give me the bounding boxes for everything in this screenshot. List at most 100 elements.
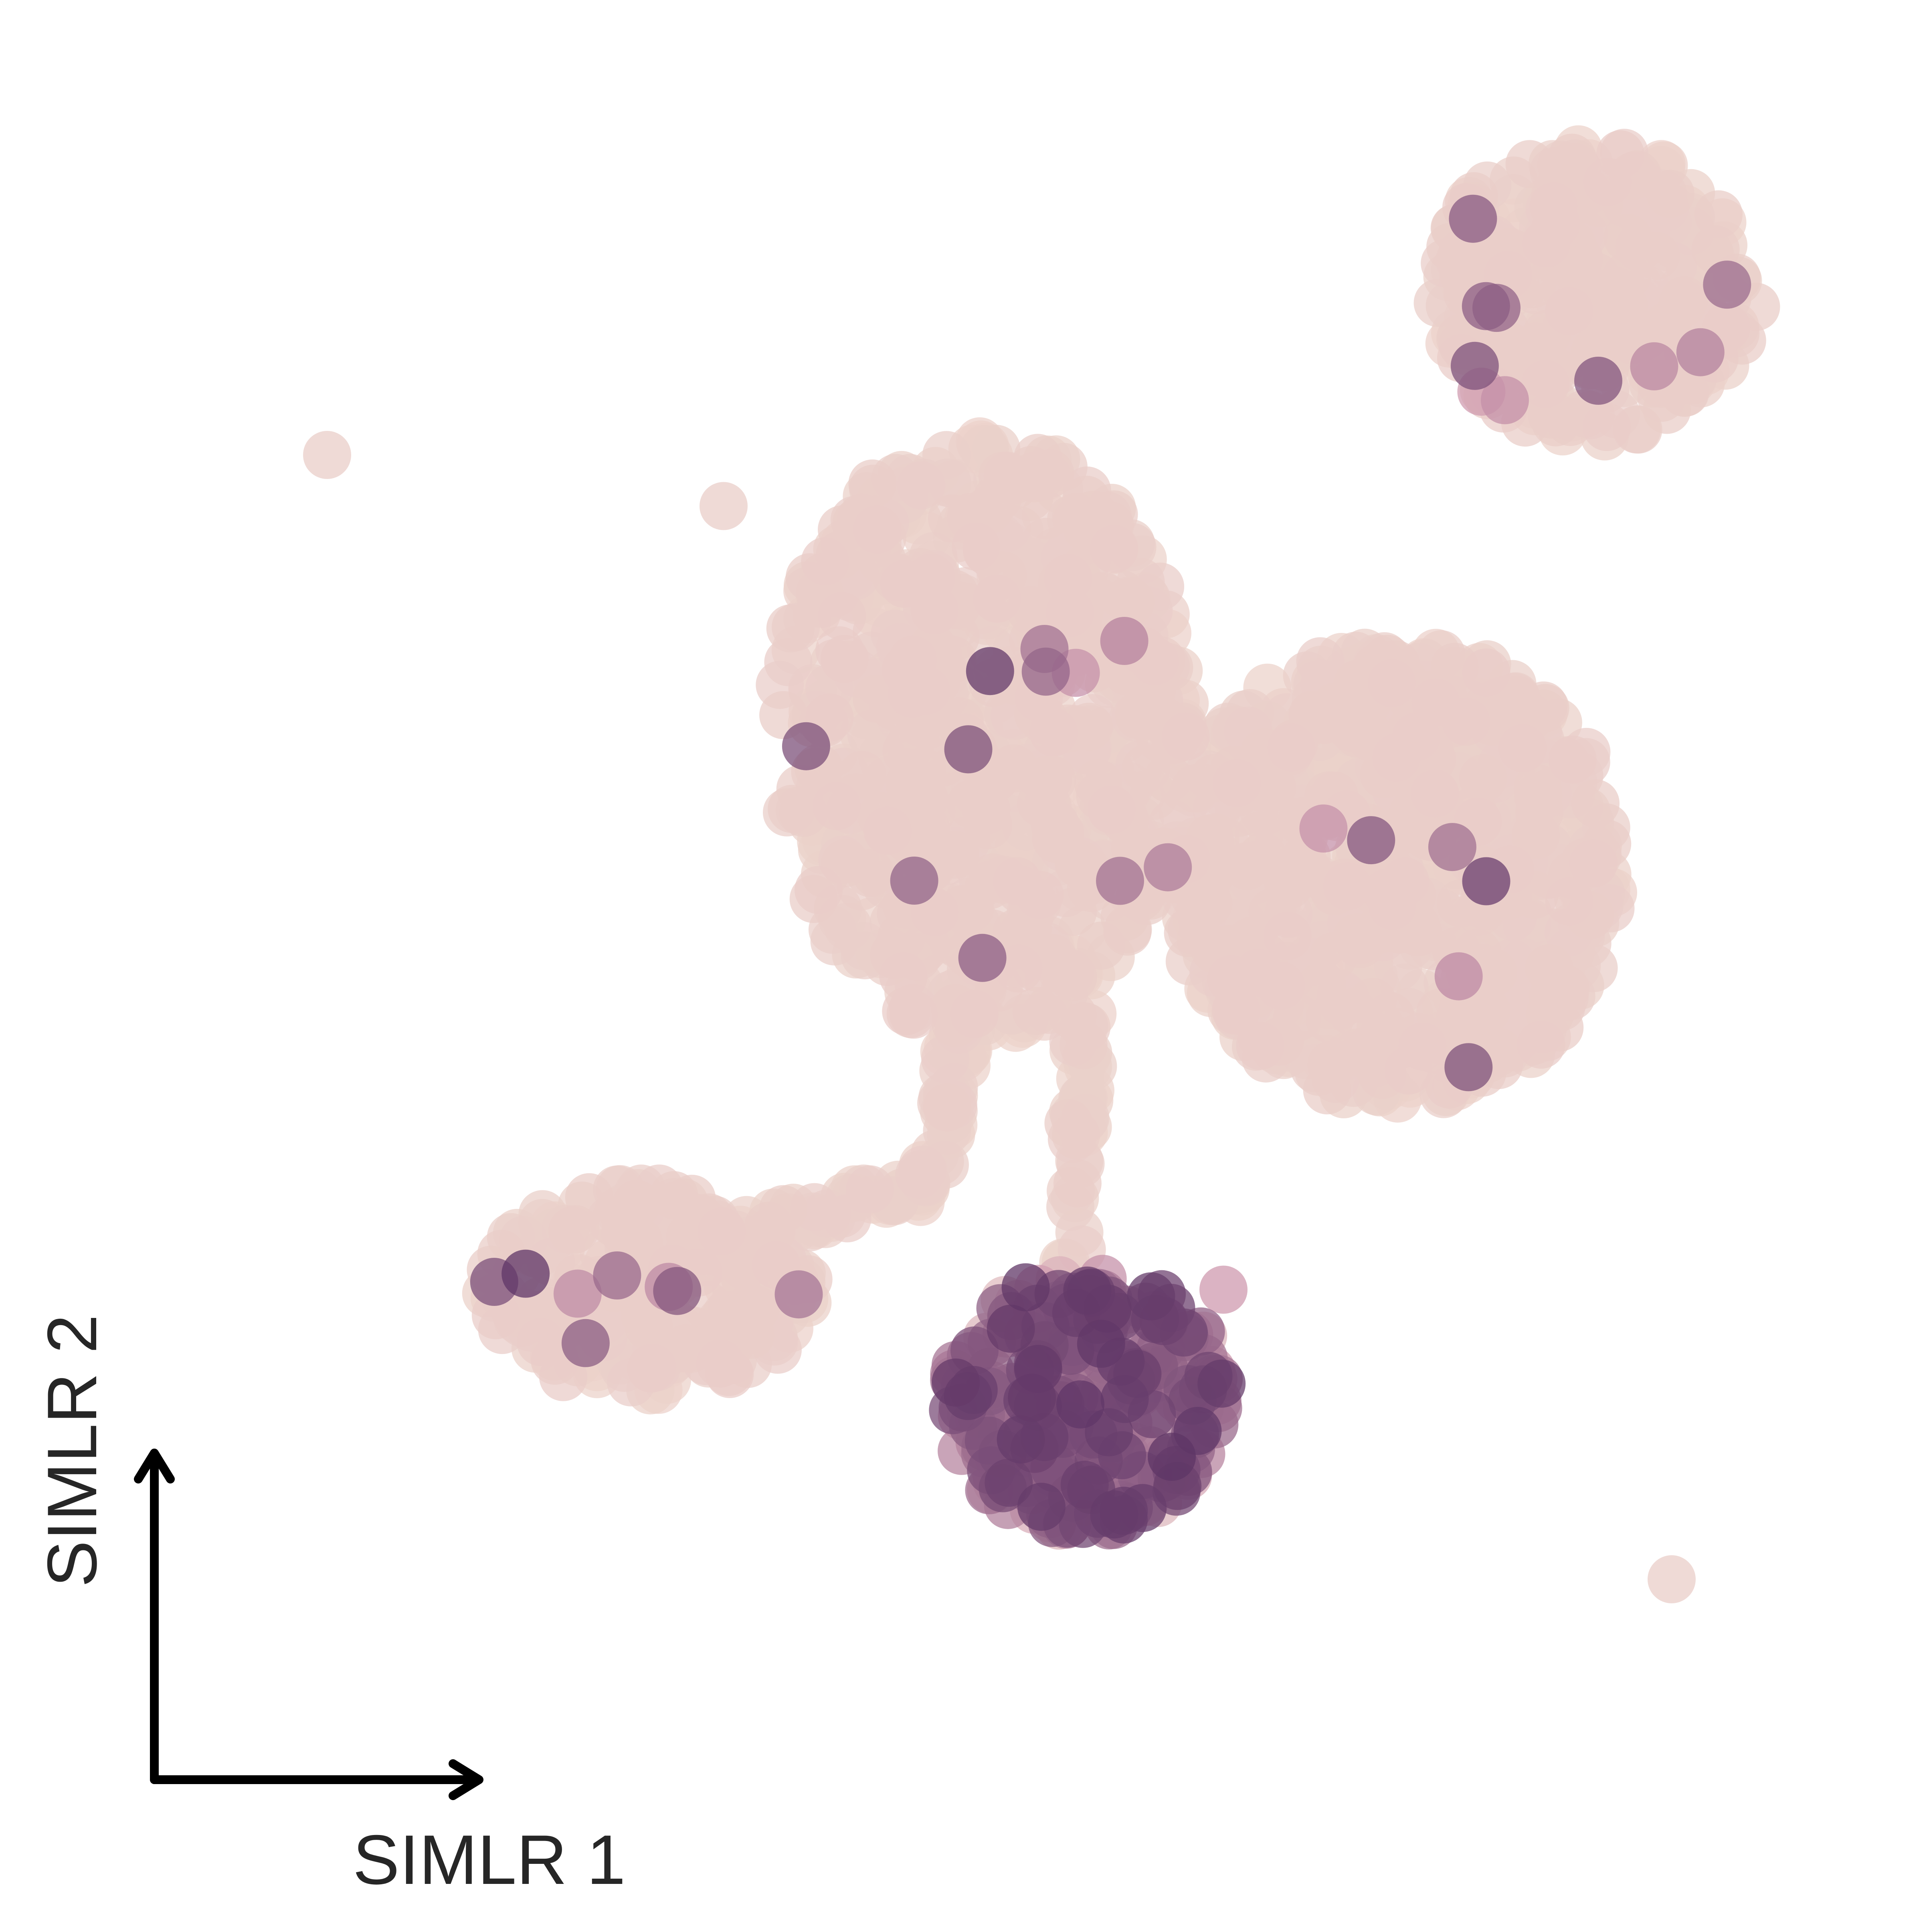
scatter-point (966, 647, 1014, 695)
scatter-point (1574, 356, 1622, 405)
scatter-point (561, 1319, 610, 1367)
scatter-point (1063, 1266, 1112, 1315)
scatter-point (848, 459, 897, 508)
scatter-point (993, 857, 1041, 905)
scatter-point (823, 1194, 871, 1243)
scatter-point (1127, 1272, 1175, 1321)
scatter-point (1052, 1111, 1100, 1159)
scatter-point (824, 902, 872, 951)
scatter-point (1323, 862, 1371, 911)
scatter-point (801, 537, 849, 586)
scatter-point (1513, 764, 1562, 812)
scatter-point (1001, 1263, 1050, 1312)
scatter-point (1505, 140, 1554, 188)
scatter-point (989, 744, 1038, 792)
scatter-point (1044, 554, 1092, 602)
scatter-point (923, 1083, 971, 1132)
scatter-point (958, 934, 1007, 982)
scatter-point (700, 482, 748, 530)
scatter-point (1056, 1380, 1104, 1429)
scatter-point (1368, 881, 1417, 930)
scatter-point (837, 862, 886, 911)
scatter-point (1144, 843, 1192, 891)
scatter-point (653, 1267, 702, 1315)
scatter-point (973, 574, 1021, 623)
scatter-point (1096, 857, 1144, 905)
y-axis-label: SIMLR 2 (33, 1314, 111, 1587)
scatter-point (1449, 194, 1497, 243)
scatter-point (1347, 816, 1395, 865)
scatter-point (879, 952, 928, 1000)
scatter-point (932, 1358, 980, 1407)
scatter-point (1263, 912, 1312, 960)
scatter-point (1029, 708, 1078, 757)
scatter-point (815, 626, 864, 675)
scatter-point (1521, 360, 1569, 408)
scatter-point (1207, 955, 1256, 1003)
scatter-point (1428, 823, 1476, 871)
scatter-point (921, 1035, 969, 1083)
scatter-point (897, 461, 945, 509)
scatter-point (818, 592, 866, 641)
scatter-point (902, 666, 950, 715)
scatter-point (1517, 1021, 1565, 1069)
x-axis-label: SIMLR 1 (353, 1821, 626, 1899)
scatter-point (1236, 1022, 1284, 1070)
scatter-point (965, 485, 1013, 534)
scatter-point (813, 782, 861, 831)
y-axis-arrowhead (134, 1449, 175, 1483)
scatter-point (1257, 962, 1305, 1010)
scatter-point (952, 522, 1000, 571)
scatter-point (1060, 1461, 1109, 1509)
scatter-point (1100, 617, 1148, 665)
scatter-point (1545, 877, 1593, 926)
scatter-point (1703, 261, 1751, 309)
scatter-point (1583, 403, 1631, 451)
scatter-point (1450, 342, 1499, 390)
scatter-point (516, 1318, 565, 1366)
scatter-point (1021, 647, 1070, 696)
scatter-point (774, 1270, 823, 1319)
scatter-point (1025, 986, 1074, 1034)
scatter-point (1521, 684, 1569, 732)
scatter-point (1336, 920, 1384, 968)
scatter-point (593, 1251, 641, 1299)
scatter-point (944, 725, 993, 774)
scatter-point (1199, 1265, 1248, 1314)
scatter-point (1333, 709, 1381, 758)
x-axis-arrowhead (449, 1759, 483, 1800)
scatter-point (853, 675, 901, 723)
scatter-point (1090, 1490, 1138, 1539)
scatter-point (795, 866, 843, 914)
scatter-point (1545, 287, 1593, 335)
scatter-point (1596, 130, 1644, 179)
scatter-point (1161, 712, 1210, 761)
scatter-point (1007, 446, 1055, 494)
scatter-point (1088, 785, 1136, 834)
scatter-point (902, 804, 950, 852)
scatter-point (997, 1415, 1045, 1464)
scatter-point (696, 1339, 744, 1388)
scatter-point (1148, 1433, 1196, 1481)
scatter-point (1022, 491, 1070, 540)
scatter-point (1307, 1040, 1356, 1089)
scatter-point (1299, 804, 1348, 853)
scatter-point (1694, 190, 1743, 238)
scatter-point (782, 722, 830, 770)
scatter-point (1017, 1483, 1066, 1531)
scatter-point (987, 1304, 1035, 1353)
scatter-point (1462, 857, 1510, 905)
scatter-point (895, 1150, 944, 1199)
scatter-point (1059, 1021, 1108, 1069)
scatter-point (698, 1207, 746, 1255)
scatter-point (1197, 1359, 1246, 1408)
scatter-point (1065, 703, 1113, 751)
scatter-point (1532, 200, 1580, 249)
scatter-point (1213, 759, 1261, 807)
scatter-point (1398, 1022, 1447, 1071)
scatter-point (1603, 214, 1652, 262)
scatter-point (1444, 1043, 1493, 1091)
scatter-point (1498, 724, 1547, 772)
scatter-point (1077, 1320, 1125, 1368)
scatter-point (1571, 779, 1620, 828)
